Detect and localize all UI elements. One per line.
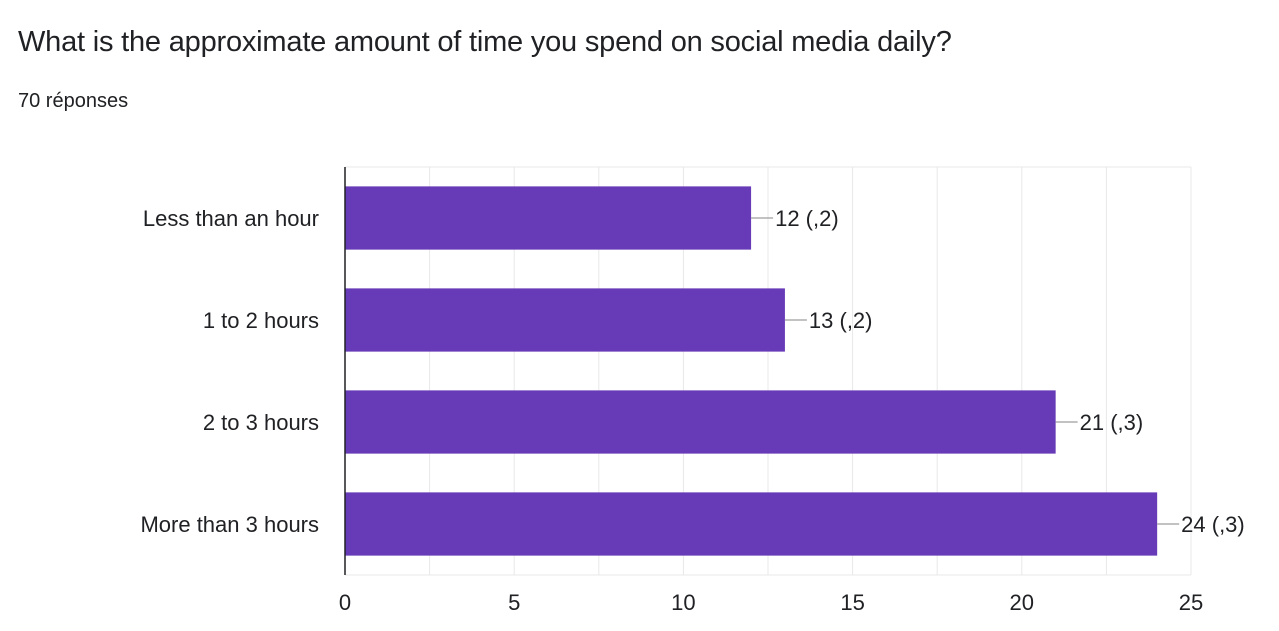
category-label: Less than an hour	[143, 206, 319, 231]
x-tick-label: 20	[1010, 590, 1034, 615]
x-tick-label: 10	[671, 590, 695, 615]
data-label: 21 (,3)	[1080, 410, 1144, 435]
bars	[345, 186, 1158, 556]
x-tick-label: 15	[840, 590, 864, 615]
category-label: More than 3 hours	[140, 512, 319, 537]
question-title: What is the approximate amount of time y…	[18, 26, 952, 58]
bar	[345, 186, 752, 250]
x-tick-label: 5	[508, 590, 520, 615]
data-label: 12 (,2)	[775, 206, 839, 231]
bar	[345, 288, 785, 352]
response-count: 70 réponses	[18, 90, 129, 112]
category-label: 2 to 3 hours	[203, 410, 319, 435]
data-label: 13 (,2)	[809, 308, 873, 333]
bar	[345, 492, 1158, 556]
x-tick-label: 0	[339, 590, 351, 615]
x-tick-label: 25	[1179, 590, 1203, 615]
bar	[345, 390, 1056, 454]
data-label: 24 (,3)	[1181, 512, 1245, 537]
category-label: 1 to 2 hours	[203, 308, 319, 333]
labels: Less than an hour 12 (,2) 1 to 2 hours 13 (…	[140, 206, 1244, 615]
